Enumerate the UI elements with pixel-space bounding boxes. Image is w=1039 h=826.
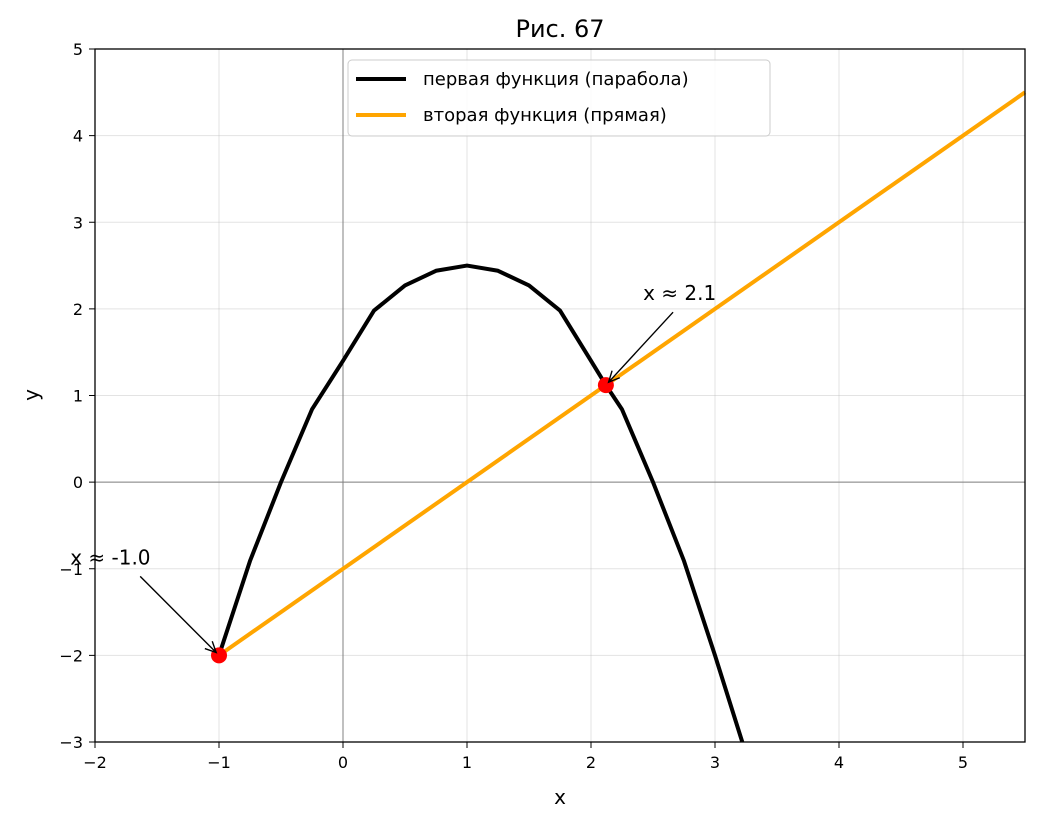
- x-tick-label: 2: [586, 753, 596, 772]
- y-tick-label: 5: [73, 40, 83, 59]
- y-tick-label: 4: [73, 127, 83, 146]
- legend-box: [347, 59, 771, 137]
- x-tick-label: −1: [207, 753, 231, 772]
- annotation-label: x ≈ -1.0: [70, 545, 150, 569]
- legend-label-parabola: первая функция (парабола): [423, 69, 689, 90]
- y-tick-label: 0: [73, 473, 83, 492]
- x-tick-label: −2: [83, 753, 107, 772]
- y-tick-label: −3: [59, 733, 83, 752]
- series-line-straight: [217, 90, 1027, 658]
- x-tick-label: 4: [834, 753, 844, 772]
- legend: первая функция (парабола) вторая функция…: [347, 59, 771, 137]
- annotation-arrow: [608, 311, 674, 383]
- x-axis-title: x: [554, 785, 566, 809]
- y-tick-label: −2: [59, 646, 83, 665]
- y-tick-label: 3: [73, 213, 83, 232]
- y-axis-title: y: [19, 389, 43, 401]
- legend-label-line: вторая функция (прямая): [423, 105, 667, 126]
- chart-title: Рис. 67: [515, 15, 604, 43]
- x-tick-label: 1: [462, 753, 472, 772]
- annotation-label: x ≈ 2.1: [643, 281, 716, 305]
- y-tick-label: 1: [73, 387, 83, 406]
- y-tick-label: −1: [59, 560, 83, 579]
- series-group: [217, 90, 1027, 743]
- annotation-arrowhead: [607, 370, 621, 384]
- annotation-arrowhead: [204, 640, 218, 654]
- series-line-parabola: [217, 263, 745, 743]
- x-tick-label: 3: [710, 753, 720, 772]
- y-tick-label: 2: [73, 300, 83, 319]
- x-tick-label: 0: [338, 753, 348, 772]
- annotations-group: x ≈ -1.0 x ≈ 2.1: [70, 281, 716, 654]
- annotation-arrow: [139, 575, 217, 654]
- x-tick-label: 5: [958, 753, 968, 772]
- zero-lines: [95, 49, 1025, 742]
